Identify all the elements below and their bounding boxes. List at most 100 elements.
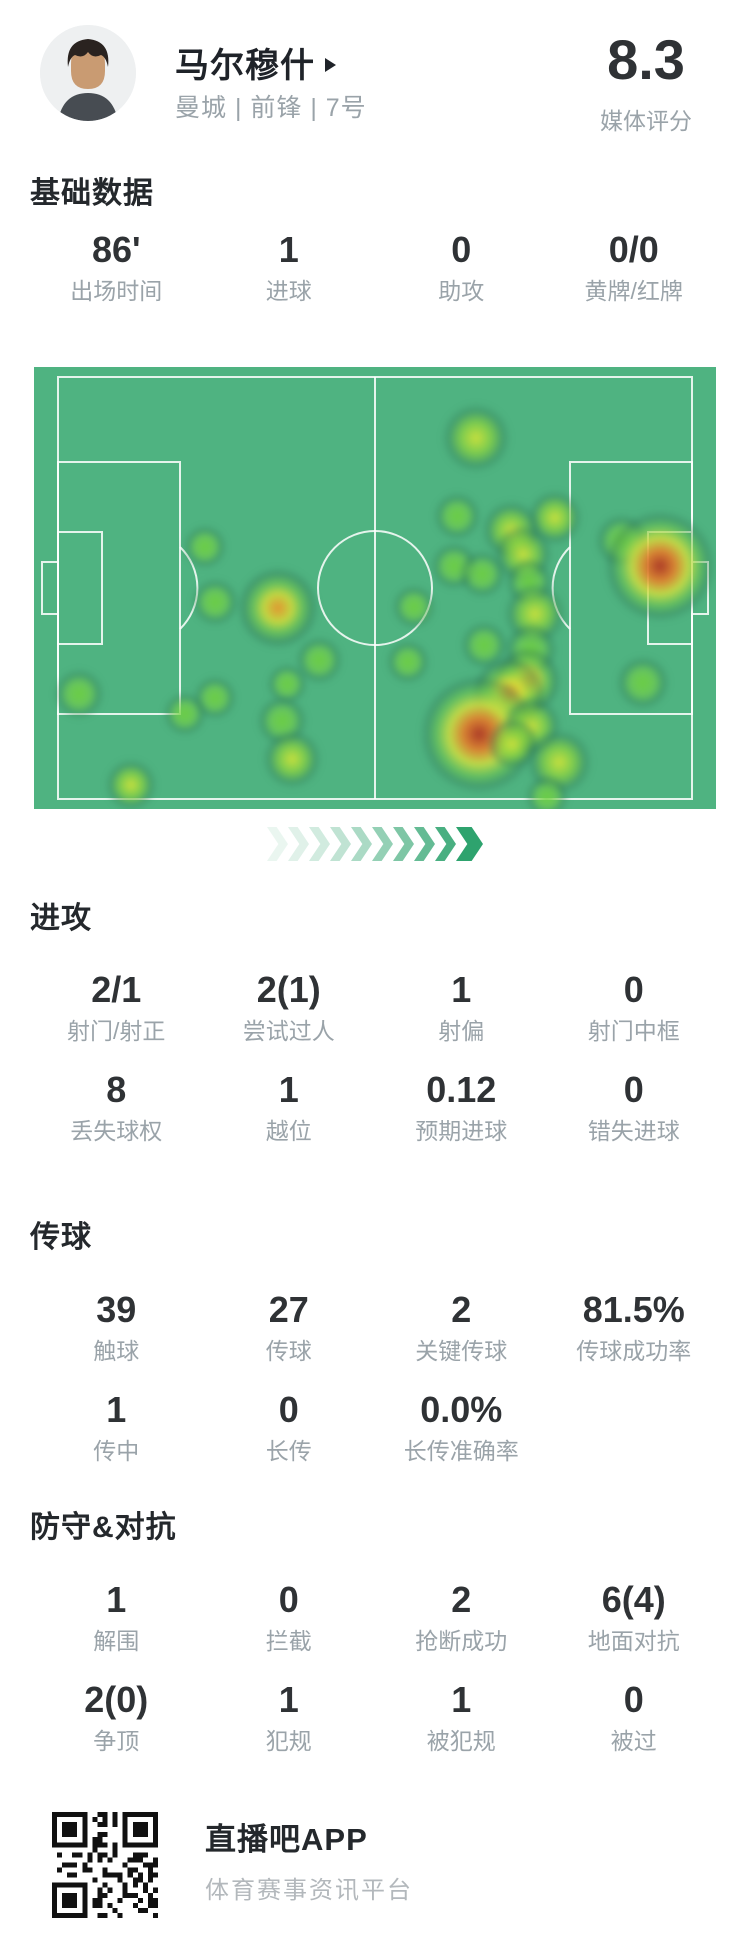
stat-value: 0 — [451, 229, 472, 270]
section-title-passing: 传球 — [30, 1221, 92, 1254]
rating-value: 8.3 — [607, 28, 685, 91]
stat-label: 射门中框 — [587, 1018, 680, 1044]
heat-blob — [432, 394, 520, 482]
stat-label: 长传准确率 — [403, 1438, 519, 1464]
stat-cell: 0.0% 长传准确率 — [375, 1389, 548, 1471]
passing-stats-row: 39 触球 27 传球 2 关键传球 81.5% 传球成功率 — [30, 1289, 720, 1371]
app-tagline: 体育赛事资讯平台 — [205, 1877, 413, 1904]
player-name-row[interactable]: 马尔穆什 — [175, 38, 336, 87]
stat-label: 抢断成功 — [415, 1628, 508, 1654]
basic-stats-row: 86' 出场时间 1 进球 0 助攻 0/0 黄牌/红牌 — [30, 229, 720, 311]
stat-value: 0 — [623, 969, 644, 1010]
stat-value: 1 — [451, 969, 472, 1010]
stat-label: 传中 — [93, 1438, 140, 1464]
player-name: 马尔穆什 — [175, 47, 315, 85]
stat-cell: 0 错失进球 — [548, 1069, 721, 1151]
stat-label: 关键传球 — [415, 1338, 508, 1364]
stat-cell: 86' 出场时间 — [30, 229, 203, 311]
stat-label: 触球 — [93, 1338, 140, 1364]
stat-cell: 0 长传 — [203, 1389, 376, 1471]
stat-cell: 2 抢断成功 — [375, 1579, 548, 1661]
player-photo — [40, 25, 136, 121]
app-name: 直播吧APP — [205, 1822, 368, 1857]
stat-label: 犯规 — [265, 1728, 312, 1754]
stat-label: 地面对抗 — [587, 1628, 680, 1654]
stat-value: 81.5% — [582, 1289, 685, 1330]
heatmap-layer — [34, 367, 716, 809]
stat-cell: 1 解围 — [30, 1579, 203, 1661]
momentum-chevrons — [267, 827, 483, 861]
stat-label: 越位 — [265, 1118, 312, 1144]
stat-cell: 1 进球 — [203, 229, 376, 311]
heat-blob — [176, 518, 234, 576]
attack-stats-row: 2/1 射门/射正 2(1) 尝试过人 1 射偏 0 射门中框 — [30, 969, 720, 1051]
attack-stats-row: 8 丢失球权 1 越位 0.12 预期进球 0 错失进球 — [30, 1069, 720, 1151]
stat-label: 黄牌/红牌 — [584, 278, 683, 304]
stat-label: 尝试过人 — [242, 1018, 335, 1044]
stat-label: 传球成功率 — [576, 1338, 692, 1364]
section-title-basic: 基础数据 — [30, 177, 154, 210]
stat-label: 丢失球权 — [70, 1118, 163, 1144]
stat-cell: 0.12 预期进球 — [375, 1069, 548, 1151]
stat-cell: 1 射偏 — [375, 969, 548, 1051]
stat-value: 0 — [623, 1679, 644, 1720]
heat-blob — [607, 647, 679, 719]
heat-blob — [46, 661, 112, 727]
stat-cell: 1 被犯规 — [375, 1679, 548, 1761]
defense-stats-row: 1 解围 0 拦截 2 抢断成功 6(4) 地面对抗 — [30, 1579, 720, 1661]
chevron-right-icon — [330, 827, 351, 861]
stat-label: 解围 — [93, 1628, 140, 1654]
stat-cell: 6(4) 地面对抗 — [548, 1579, 721, 1661]
stat-value: 1 — [106, 1579, 127, 1620]
stat-value: 1 — [278, 1069, 299, 1110]
stat-value: 0.12 — [426, 1069, 497, 1110]
heat-blob — [518, 768, 576, 809]
stat-cell: 8 丢失球权 — [30, 1069, 203, 1151]
chevron-right-icon — [393, 827, 414, 861]
chevron-right-icon — [288, 827, 309, 861]
stat-cell: 27 传球 — [203, 1289, 376, 1371]
stat-value: 86' — [91, 229, 141, 270]
stat-value: 2 — [451, 1579, 472, 1620]
stat-value: 1 — [451, 1679, 472, 1720]
rating-label: 媒体评分 — [600, 108, 692, 134]
stat-value: 39 — [96, 1289, 137, 1330]
stat-label: 长传 — [265, 1438, 312, 1464]
stat-value: 2/1 — [91, 969, 142, 1010]
chevron-right-icon — [372, 827, 393, 861]
stat-label: 争顶 — [93, 1728, 140, 1754]
chevron-right-icon — [267, 827, 288, 861]
stat-cell: 1 传中 — [30, 1389, 203, 1471]
stat-value: 8 — [106, 1069, 127, 1110]
stat-cell: 2(1) 尝试过人 — [203, 969, 376, 1051]
stat-label: 助攻 — [438, 278, 485, 304]
chevron-right-icon — [309, 827, 330, 861]
stat-cell: 2 关键传球 — [375, 1289, 548, 1371]
heat-blob — [379, 633, 437, 691]
stat-label: 预期进球 — [415, 1118, 508, 1144]
heatmap-pitch — [34, 367, 716, 809]
stat-value: 2(1) — [256, 969, 321, 1010]
stat-cell: 0 射门中框 — [548, 969, 721, 1051]
heat-blob — [254, 721, 330, 797]
heat-blob — [594, 500, 716, 632]
stat-cell: 81.5% 传球成功率 — [548, 1289, 721, 1371]
heat-blob — [98, 752, 164, 809]
stat-label: 出场时间 — [70, 278, 163, 304]
stat-cell: 0/0 黄牌/红牌 — [548, 229, 721, 311]
stat-cell: 0 拦截 — [203, 1579, 376, 1661]
stat-cell: 2/1 射门/射正 — [30, 969, 203, 1051]
stat-value: 2(0) — [84, 1679, 149, 1720]
stat-label: 射偏 — [438, 1018, 485, 1044]
stat-label: 被犯规 — [426, 1728, 496, 1754]
stat-value: 1 — [106, 1389, 127, 1430]
stat-value: 0 — [278, 1389, 299, 1430]
player-meta: 曼城 | 前锋 | 7号 — [175, 94, 367, 122]
stat-value: 0.0% — [420, 1389, 503, 1430]
stat-value: 6(4) — [601, 1579, 666, 1620]
defense-stats-row: 2(0) 争顶 1 犯规 1 被犯规 0 被过 — [30, 1679, 720, 1761]
section-title-attack: 进攻 — [30, 902, 92, 935]
avatar[interactable] — [40, 25, 136, 121]
stat-label: 拦截 — [265, 1628, 312, 1654]
